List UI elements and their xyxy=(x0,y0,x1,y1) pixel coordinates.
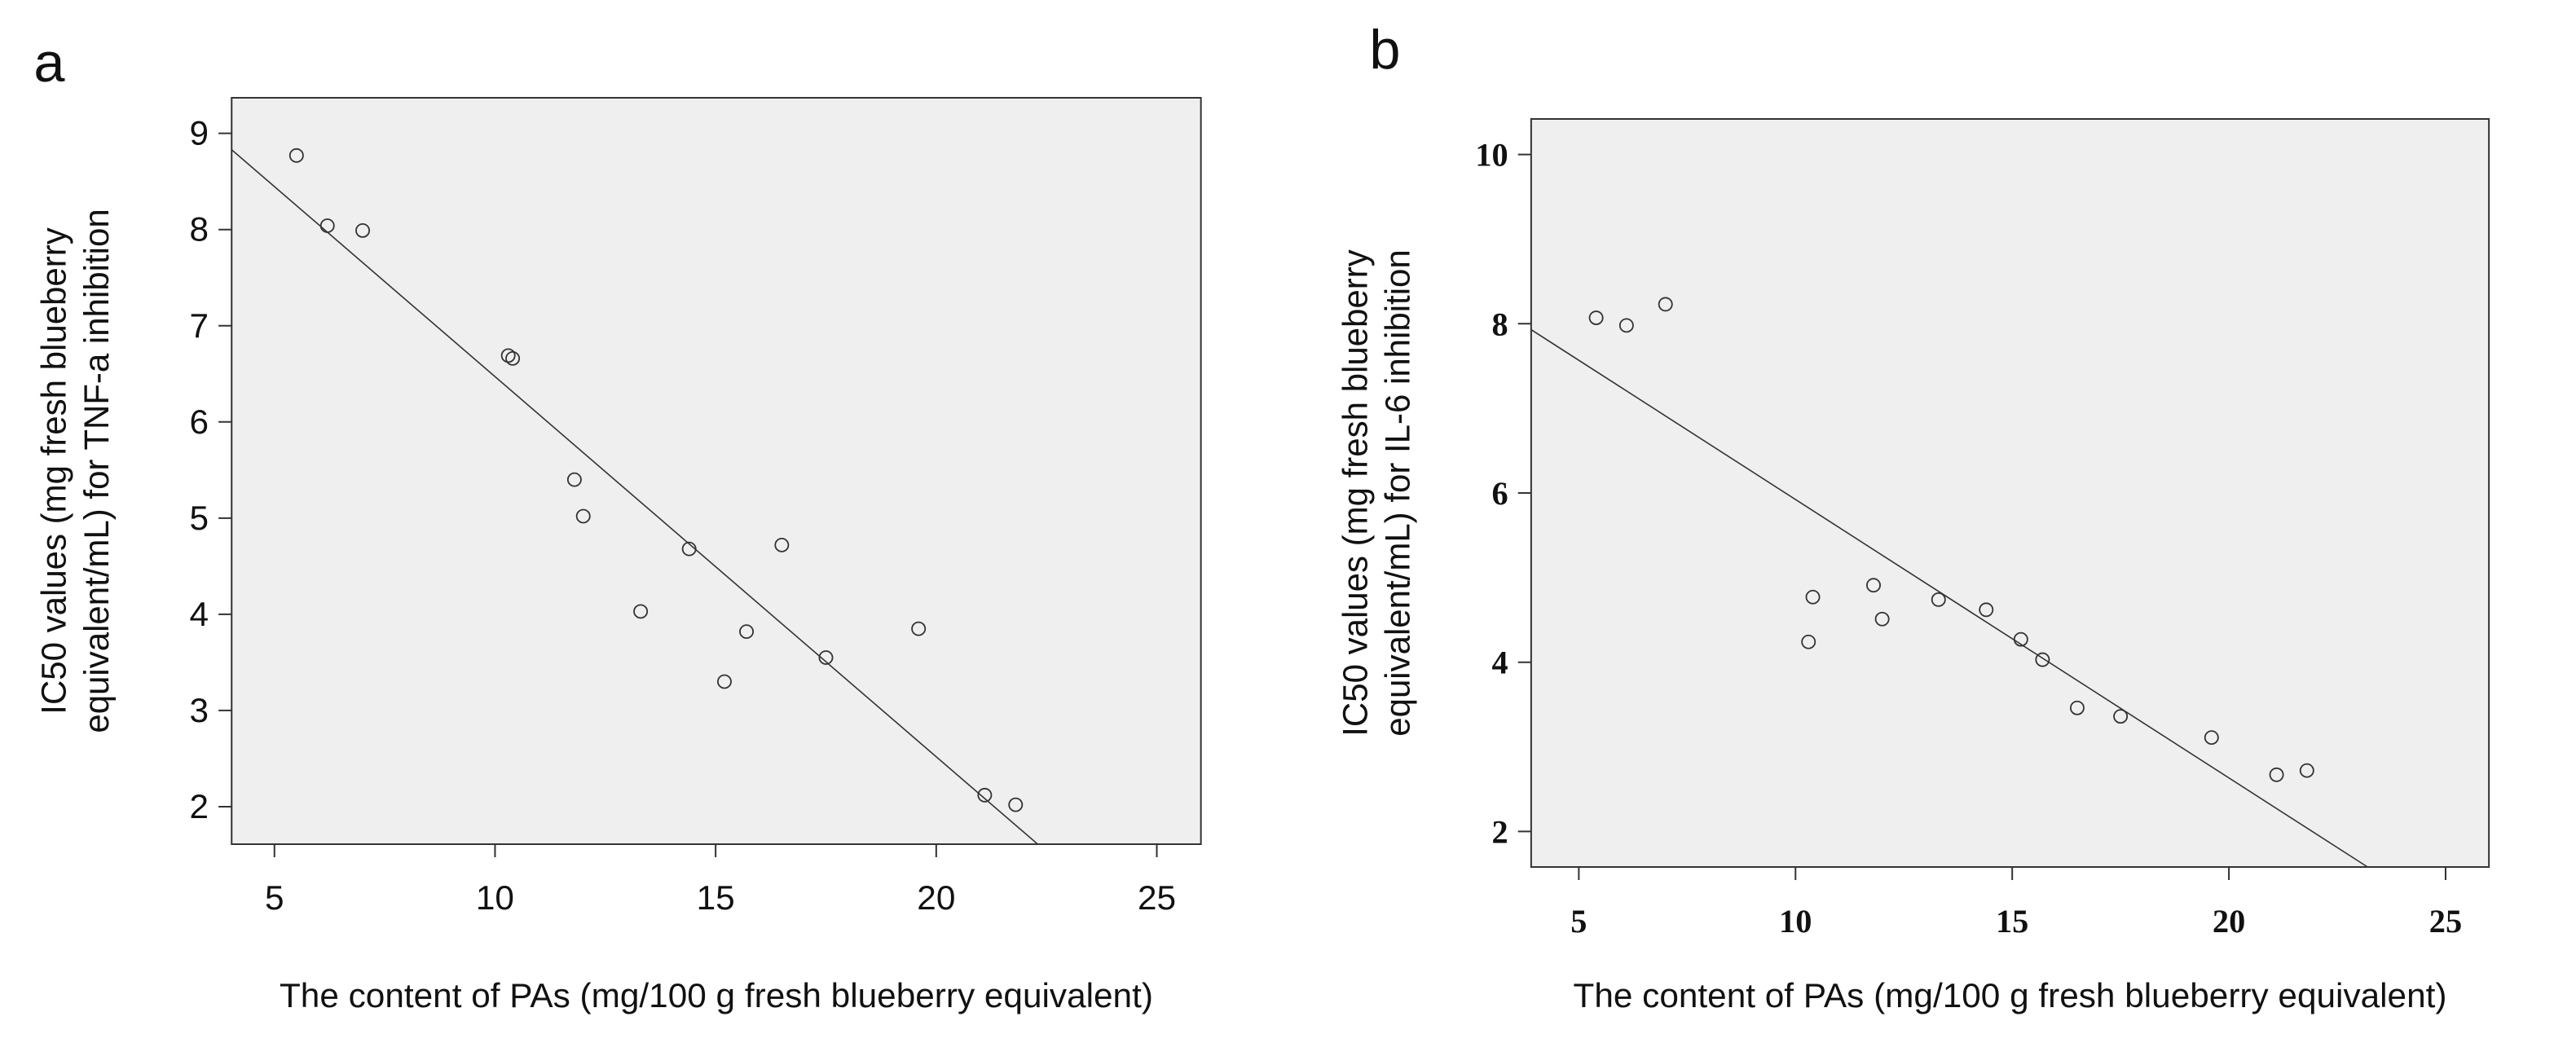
y-tick-label: 9 xyxy=(189,114,209,152)
data-point xyxy=(319,218,335,233)
fit-line xyxy=(231,149,1038,845)
x-tick-label: 25 xyxy=(1138,878,1176,917)
data-point xyxy=(566,472,582,487)
data-point xyxy=(500,348,516,363)
x-tick-label: 10 xyxy=(476,878,514,917)
y-tick-label: 6 xyxy=(189,403,209,441)
data-point xyxy=(2269,767,2284,782)
y-axis-label: equivalent/mL) for IL-6 inhibition xyxy=(1379,249,1417,737)
fit-line xyxy=(1530,328,2368,868)
data-point xyxy=(575,508,591,524)
y-tick-label: 8 xyxy=(1491,306,1508,342)
y-tick-label: 4 xyxy=(189,595,209,633)
y-tick-label: 10 xyxy=(1475,137,1508,174)
x-tick-label: 15 xyxy=(697,878,735,917)
data-point xyxy=(2299,763,2314,778)
data-point xyxy=(2013,632,2028,647)
y-tick-label: 8 xyxy=(189,210,209,249)
data-point xyxy=(505,350,521,366)
data-point xyxy=(818,650,834,665)
data-point xyxy=(1931,592,1946,607)
data-point xyxy=(288,147,304,163)
data-point xyxy=(2035,652,2050,667)
data-point xyxy=(1618,318,1634,333)
data-point xyxy=(774,537,790,552)
x-tick-label: 15 xyxy=(1996,903,2028,940)
data-point xyxy=(739,624,755,640)
data-point xyxy=(1866,578,1881,593)
plot-area xyxy=(1530,118,2490,868)
y-axis-label: IC50 values (mg fresh blueberry xyxy=(34,227,73,714)
data-point xyxy=(716,674,732,689)
y-tick-label: 3 xyxy=(189,691,209,729)
data-point xyxy=(2069,700,2085,715)
data-point xyxy=(1805,589,1821,605)
y-tick-label: 5 xyxy=(189,499,209,537)
y-tick-label: 6 xyxy=(1491,475,1508,512)
data-point xyxy=(2113,709,2129,724)
y-axis-label: IC50 values (mg fresh blueberry xyxy=(1336,249,1374,736)
x-tick-label: 20 xyxy=(2213,903,2245,940)
data-point xyxy=(1008,797,1024,812)
data-point xyxy=(681,541,697,557)
y-tick-label: 7 xyxy=(189,306,209,345)
data-point xyxy=(1979,602,1994,618)
data-point xyxy=(2204,730,2219,746)
data-point xyxy=(1801,634,1816,649)
y-tick-label: 2 xyxy=(1491,814,1508,851)
x-tick-label: 5 xyxy=(265,878,284,917)
x-axis-label: The content of PAs (mg/100 g fresh blueb… xyxy=(1574,976,2447,1014)
y-tick-label: 2 xyxy=(189,787,209,825)
data-point xyxy=(633,604,649,619)
data-point xyxy=(1658,297,1673,312)
x-tick-label: 10 xyxy=(1779,903,1812,940)
x-tick-label: 20 xyxy=(917,878,955,917)
data-point xyxy=(355,222,371,238)
panel-label: b xyxy=(1369,19,1400,81)
plot-area xyxy=(231,97,1202,845)
data-point xyxy=(911,621,927,636)
data-point xyxy=(1874,611,1890,627)
x-tick-label: 25 xyxy=(2429,903,2462,940)
panel-label: a xyxy=(33,32,64,94)
y-axis-label: equivalent/mL) for TNF-a inhibition xyxy=(77,209,116,733)
data-point xyxy=(1588,310,1604,325)
y-tick-label: 4 xyxy=(1491,645,1508,681)
x-axis-label: The content of PAs (mg/100 g fresh blueb… xyxy=(280,976,1153,1014)
x-tick-label: 5 xyxy=(1570,903,1587,940)
data-point xyxy=(977,787,993,803)
